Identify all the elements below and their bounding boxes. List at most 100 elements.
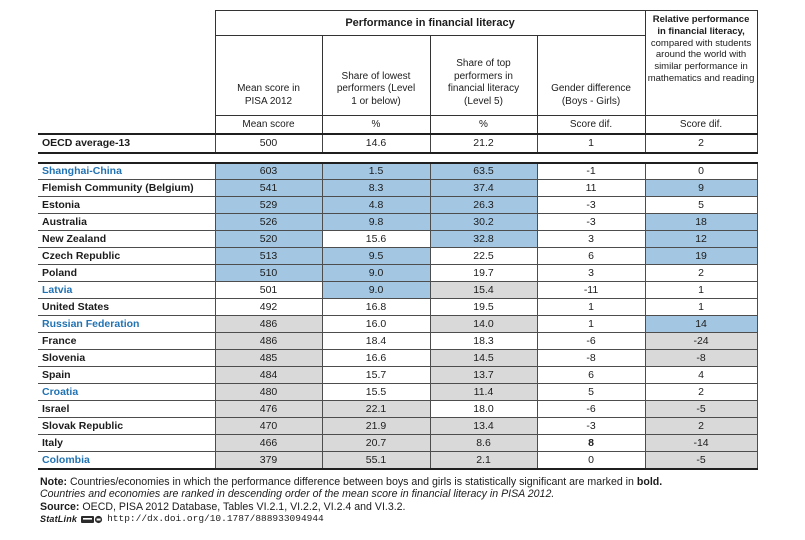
value-cell: 2 <box>644 417 758 435</box>
value-cell: 529 <box>214 196 323 214</box>
value-cell: 9.5 <box>321 247 431 265</box>
value-cell: 1 <box>536 298 646 316</box>
note-bold-word: bold. <box>636 475 663 488</box>
value-cell: 1 <box>644 281 758 299</box>
value-cell: 9 <box>644 179 758 197</box>
value-cell: -24 <box>644 332 758 350</box>
value-cell: 15.7 <box>321 366 431 384</box>
country-name: Poland <box>38 264 216 282</box>
value-cell: 37.4 <box>429 179 538 197</box>
value-cell: 14.0 <box>429 315 538 333</box>
statlink-label: StatLink <box>40 514 78 524</box>
table-row: Latvia 501 9.0 15.4 -11 1 <box>38 281 758 299</box>
value-cell: 4 <box>644 366 758 384</box>
value-cell: -6 <box>536 332 646 350</box>
value-cell: 63.5 <box>429 161 538 180</box>
unit-mean-score: Mean score <box>214 115 323 134</box>
table-row: Slovak Republic 470 21.9 13.4 -3 2 <box>38 417 758 435</box>
oecd-average-row: OECD average-13 500 14.6 21.2 1 2 <box>38 132 758 154</box>
value-cell: 15.5 <box>321 383 431 401</box>
value-cell: 15.4 <box>429 281 538 299</box>
unit-lowest-pct: % <box>321 115 431 134</box>
value-cell: -8 <box>536 349 646 367</box>
note-label: Note: <box>40 475 68 488</box>
country-name: New Zealand <box>38 230 216 248</box>
table-row: Estonia 529 4.8 26.3 -3 5 <box>38 196 758 214</box>
country-name: Slovenia <box>38 349 216 367</box>
table-row: Israel 476 22.1 18.0 -6 -5 <box>38 400 758 418</box>
value-cell: 500 <box>214 132 323 154</box>
header-spacer <box>38 11 215 36</box>
value-cell: 9.8 <box>321 213 431 231</box>
table-row: Flemish Community (Belgium) 541 8.3 37.4 11 9 <box>38 179 758 197</box>
value-cell: 6 <box>536 247 646 265</box>
table-row: Czech Republic 513 9.5 22.5 6 19 <box>38 247 758 265</box>
value-cell: 21.2 <box>429 132 538 154</box>
header-spacer <box>38 36 215 116</box>
relative-performance-header: Relative performance in financial litera… <box>644 10 758 116</box>
value-cell: 55.1 <box>321 451 431 470</box>
value-cell: 0 <box>536 451 646 470</box>
value-cell: 13.4 <box>429 417 538 435</box>
value-cell: 20.7 <box>321 434 431 452</box>
value-cell: 5 <box>536 383 646 401</box>
source-line: Source: OECD, PISA 2012 Database, Tables… <box>40 500 406 513</box>
value-cell: 510 <box>214 264 323 282</box>
unit-relative-score-dif: Score dif. <box>644 115 758 134</box>
value-cell: -5 <box>644 451 758 470</box>
value-cell: 3 <box>536 230 646 248</box>
table-row: Italy 466 20.7 8.6 8 -14 <box>38 434 758 452</box>
value-cell: -3 <box>536 196 646 214</box>
table-row: Shanghai-China 603 1.5 63.5 -1 0 <box>38 161 758 180</box>
value-cell: 6 <box>536 366 646 384</box>
country-name: Croatia <box>38 383 216 401</box>
value-cell: 22.5 <box>429 247 538 265</box>
column-header-top-performers: Share of top performers in financial lit… <box>429 35 538 116</box>
header-spacer <box>38 116 215 134</box>
performance-group-header: Performance in financial literacy <box>214 10 646 36</box>
country-name: Flemish Community (Belgium) <box>38 179 216 197</box>
value-cell: 8.3 <box>321 179 431 197</box>
value-cell: 14.6 <box>321 132 431 154</box>
country-name: Israel <box>38 400 216 418</box>
value-cell: -14 <box>644 434 758 452</box>
value-cell: -6 <box>536 400 646 418</box>
value-cell: -3 <box>536 213 646 231</box>
country-name: United States <box>38 298 216 316</box>
country-name: Australia <box>38 213 216 231</box>
value-cell: -5 <box>644 400 758 418</box>
value-cell: 14.5 <box>429 349 538 367</box>
table-row: Russian Federation 486 16.0 14.0 1 14 <box>38 315 758 333</box>
country-name: Russian Federation <box>38 315 216 333</box>
value-cell: 19.5 <box>429 298 538 316</box>
table-row: Australia 526 9.8 30.2 -3 18 <box>38 213 758 231</box>
table-row: United States 492 16.8 19.5 1 1 <box>38 298 758 316</box>
oecd-average-label: OECD average-13 <box>38 132 216 154</box>
footnotes: Note: Countries/economies in which the p… <box>40 476 805 526</box>
value-cell: -8 <box>644 349 758 367</box>
value-cell: 492 <box>214 298 323 316</box>
country-name: Latvia <box>38 281 216 299</box>
value-cell: 9.0 <box>321 281 431 299</box>
column-header-mean-score: Mean score in PISA 2012 <box>214 35 323 116</box>
group-header-row: Performance in financial literacy Relati… <box>38 10 758 116</box>
country-name: Estonia <box>38 196 216 214</box>
value-cell: 484 <box>214 366 323 384</box>
table-row: France 486 18.4 18.3 -6 -24 <box>38 332 758 350</box>
value-cell: 486 <box>214 315 323 333</box>
value-cell: -3 <box>536 417 646 435</box>
value-cell: 2 <box>644 383 758 401</box>
value-cell: 2.1 <box>429 451 538 470</box>
value-cell: -11 <box>536 281 646 299</box>
country-name: Spain <box>38 366 216 384</box>
relative-header-subtitle: compared with students around the world … <box>647 37 755 84</box>
value-cell: 32.8 <box>429 230 538 248</box>
value-cell: 5 <box>644 196 758 214</box>
column-header-gender-difference: Gender difference (Boys - Girls) <box>536 35 646 116</box>
value-cell: 480 <box>214 383 323 401</box>
statlink-url[interactable]: http://dx.doi.org/10.1787/888933094944 <box>107 513 324 524</box>
value-cell: 513 <box>214 247 323 265</box>
value-cell: 16.0 <box>321 315 431 333</box>
value-cell: 466 <box>214 434 323 452</box>
value-cell: 3 <box>536 264 646 282</box>
